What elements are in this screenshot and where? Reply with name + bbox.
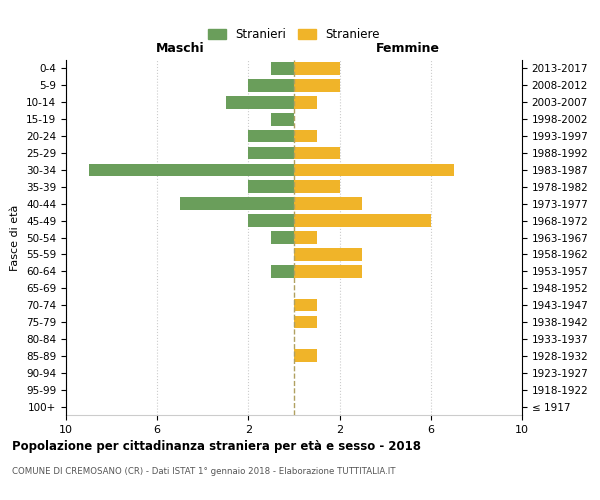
Bar: [294, 299, 317, 312]
Bar: [248, 214, 294, 227]
Bar: [294, 62, 340, 75]
Bar: [294, 180, 340, 193]
Text: COMUNE DI CREMOSANO (CR) - Dati ISTAT 1° gennaio 2018 - Elaborazione TUTTITALIA.: COMUNE DI CREMOSANO (CR) - Dati ISTAT 1°…: [12, 468, 395, 476]
Bar: [180, 198, 294, 210]
Bar: [294, 79, 340, 92]
Legend: Stranieri, Straniere: Stranieri, Straniere: [203, 24, 385, 46]
Bar: [271, 62, 294, 75]
Bar: [294, 198, 362, 210]
Text: Femmine: Femmine: [376, 42, 440, 55]
Bar: [294, 316, 317, 328]
Bar: [294, 146, 340, 160]
Bar: [248, 146, 294, 160]
Bar: [294, 248, 362, 260]
Y-axis label: Fasce di età: Fasce di età: [10, 204, 20, 270]
Bar: [271, 231, 294, 244]
Bar: [294, 96, 317, 108]
Bar: [226, 96, 294, 108]
Bar: [271, 113, 294, 126]
Bar: [294, 265, 362, 278]
Bar: [248, 180, 294, 193]
Bar: [271, 265, 294, 278]
Bar: [294, 130, 317, 142]
Text: Maschi: Maschi: [155, 42, 205, 55]
Text: Popolazione per cittadinanza straniera per età e sesso - 2018: Popolazione per cittadinanza straniera p…: [12, 440, 421, 453]
Bar: [294, 164, 454, 176]
Bar: [294, 350, 317, 362]
Bar: [294, 231, 317, 244]
Bar: [248, 130, 294, 142]
Y-axis label: Anni di nascita: Anni di nascita: [598, 196, 600, 279]
Bar: [294, 214, 431, 227]
Bar: [248, 79, 294, 92]
Bar: [89, 164, 294, 176]
